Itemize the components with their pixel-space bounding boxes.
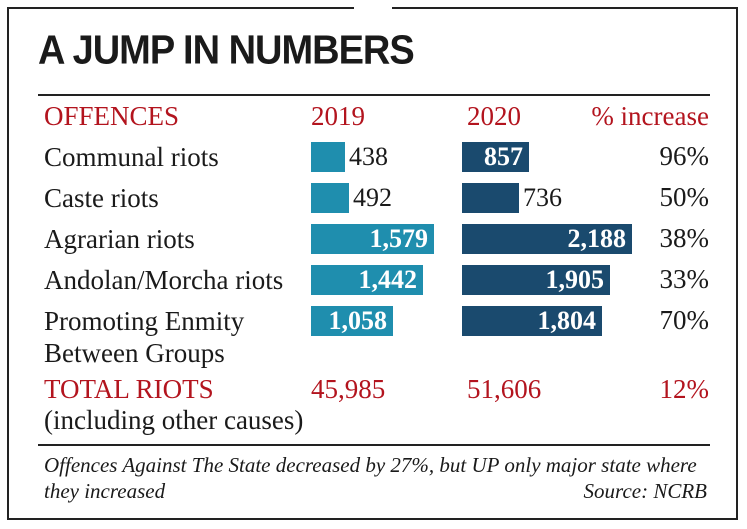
- row-percent-increase: 33%: [659, 264, 710, 294]
- bar-2020: [462, 142, 529, 172]
- header-2020: 2020: [467, 101, 521, 131]
- value-2019: 1,058: [328, 306, 388, 335]
- header-offences: OFFENCES: [44, 101, 180, 131]
- bar-2019: [311, 183, 349, 213]
- header-rule: [38, 94, 710, 96]
- source-credit: Source: NCRB: [583, 479, 707, 503]
- frame-gap: [354, 4, 392, 12]
- total-label: TOTAL RIOTS: [44, 374, 214, 404]
- value-2019: 1,442: [358, 265, 418, 294]
- value-2019: 438: [349, 142, 388, 171]
- row-label-line1: Communal riots: [44, 142, 219, 172]
- bar-2019: [311, 306, 393, 336]
- row-label-line1: Agrarian riots: [44, 224, 195, 254]
- value-2020: 2,188: [567, 224, 627, 253]
- bar-2020: [462, 306, 602, 336]
- row-label-line1: Andolan/Morcha riots: [44, 265, 284, 295]
- bar-2020: [462, 224, 632, 254]
- row-label: Andolan/Morcha riots: [44, 264, 283, 296]
- bar-2020: [462, 183, 519, 213]
- row-label-line1: Caste riots: [44, 183, 159, 213]
- bar-2019: [311, 224, 434, 254]
- total-2019: 45,985: [311, 374, 386, 404]
- row-label: Agrarian riots: [44, 223, 195, 255]
- bar-2019: [311, 265, 423, 295]
- chart-title: A JUMP IN NUMBERS: [38, 28, 415, 74]
- total-sublabel: (including other causes): [44, 405, 304, 435]
- footnote: Offences Against The State decreased by …: [44, 453, 697, 503]
- header-2019: 2019: [311, 101, 365, 131]
- total-2020: 51,606: [467, 374, 542, 404]
- row-percent-increase: 38%: [659, 223, 710, 253]
- footer-rule: [38, 444, 710, 446]
- row-percent-increase: 70%: [659, 305, 710, 335]
- value-2019: 1,579: [369, 224, 429, 253]
- value-2020: 736: [523, 183, 562, 212]
- value-2020: 1,905: [545, 265, 605, 294]
- bar-2020: [462, 265, 610, 295]
- row-label: Promoting Enmity Between Groups: [44, 305, 244, 369]
- row-label-line2: Between Groups: [44, 338, 225, 368]
- value-2019: 492: [353, 183, 392, 212]
- bar-2019: [311, 142, 345, 172]
- row-label: Communal riots: [44, 141, 219, 173]
- row-percent-increase: 96%: [659, 141, 710, 171]
- row-label-line1: Promoting Enmity: [44, 306, 245, 336]
- header-percent-increase: % increase: [591, 101, 709, 131]
- total-increase: 12%: [659, 374, 710, 404]
- row-label: Caste riots: [44, 182, 159, 214]
- value-2020: 857: [484, 142, 523, 171]
- row-percent-increase: 50%: [659, 182, 710, 212]
- value-2020: 1,804: [537, 306, 597, 335]
